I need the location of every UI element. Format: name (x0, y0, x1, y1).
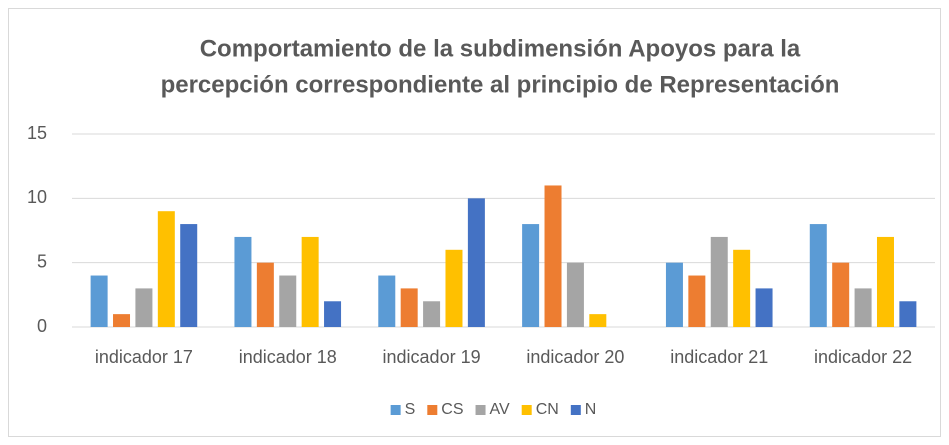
bar (135, 288, 153, 327)
bar (665, 262, 683, 327)
bar (899, 301, 917, 327)
chart-title: percepción correspondiente al principio … (161, 71, 840, 98)
bar (400, 288, 418, 327)
bar (876, 236, 894, 327)
x-tick-label: indicador 18 (239, 347, 337, 367)
bar (710, 236, 728, 327)
legend-swatch (390, 405, 401, 415)
legend-label: N (585, 401, 597, 418)
bar (234, 236, 252, 327)
legend-swatch (475, 405, 486, 415)
x-tick-label: indicador 20 (526, 347, 624, 367)
x-tick-label: indicador 19 (383, 347, 481, 367)
legend-swatch (521, 405, 532, 415)
y-tick-label: 0 (37, 316, 47, 336)
bar (279, 275, 297, 327)
bar (733, 249, 751, 327)
bar (854, 288, 872, 327)
bar (157, 211, 175, 327)
bar (256, 262, 274, 327)
bar (544, 185, 562, 327)
bar (688, 275, 706, 327)
legend-swatch (570, 405, 581, 415)
bar (566, 262, 584, 327)
bar (589, 314, 607, 327)
x-tick-label: indicador 22 (814, 347, 912, 367)
bar (113, 314, 131, 327)
bar (832, 262, 850, 327)
bar (467, 198, 485, 327)
bar (445, 249, 463, 327)
bar (90, 275, 108, 327)
bar (301, 236, 319, 327)
bar (522, 224, 540, 327)
y-tick-label: 10 (27, 187, 47, 207)
x-tick-label: indicador 17 (95, 347, 193, 367)
bar (423, 301, 441, 327)
chart-title: Comportamiento de la subdimensión Apoyos… (200, 35, 801, 62)
legend-label: CN (536, 401, 559, 418)
bar (324, 301, 342, 327)
bar (755, 288, 773, 327)
bar (180, 224, 198, 327)
y-tick-label: 15 (27, 123, 47, 143)
legend-label: AV (490, 401, 510, 418)
x-tick-label: indicador 21 (670, 347, 768, 367)
legend-swatch (427, 405, 438, 415)
y-tick-label: 5 (37, 251, 47, 271)
bar (809, 224, 827, 327)
legend-label: CS (441, 401, 463, 418)
legend-label: S (405, 401, 416, 418)
bar (378, 275, 396, 327)
